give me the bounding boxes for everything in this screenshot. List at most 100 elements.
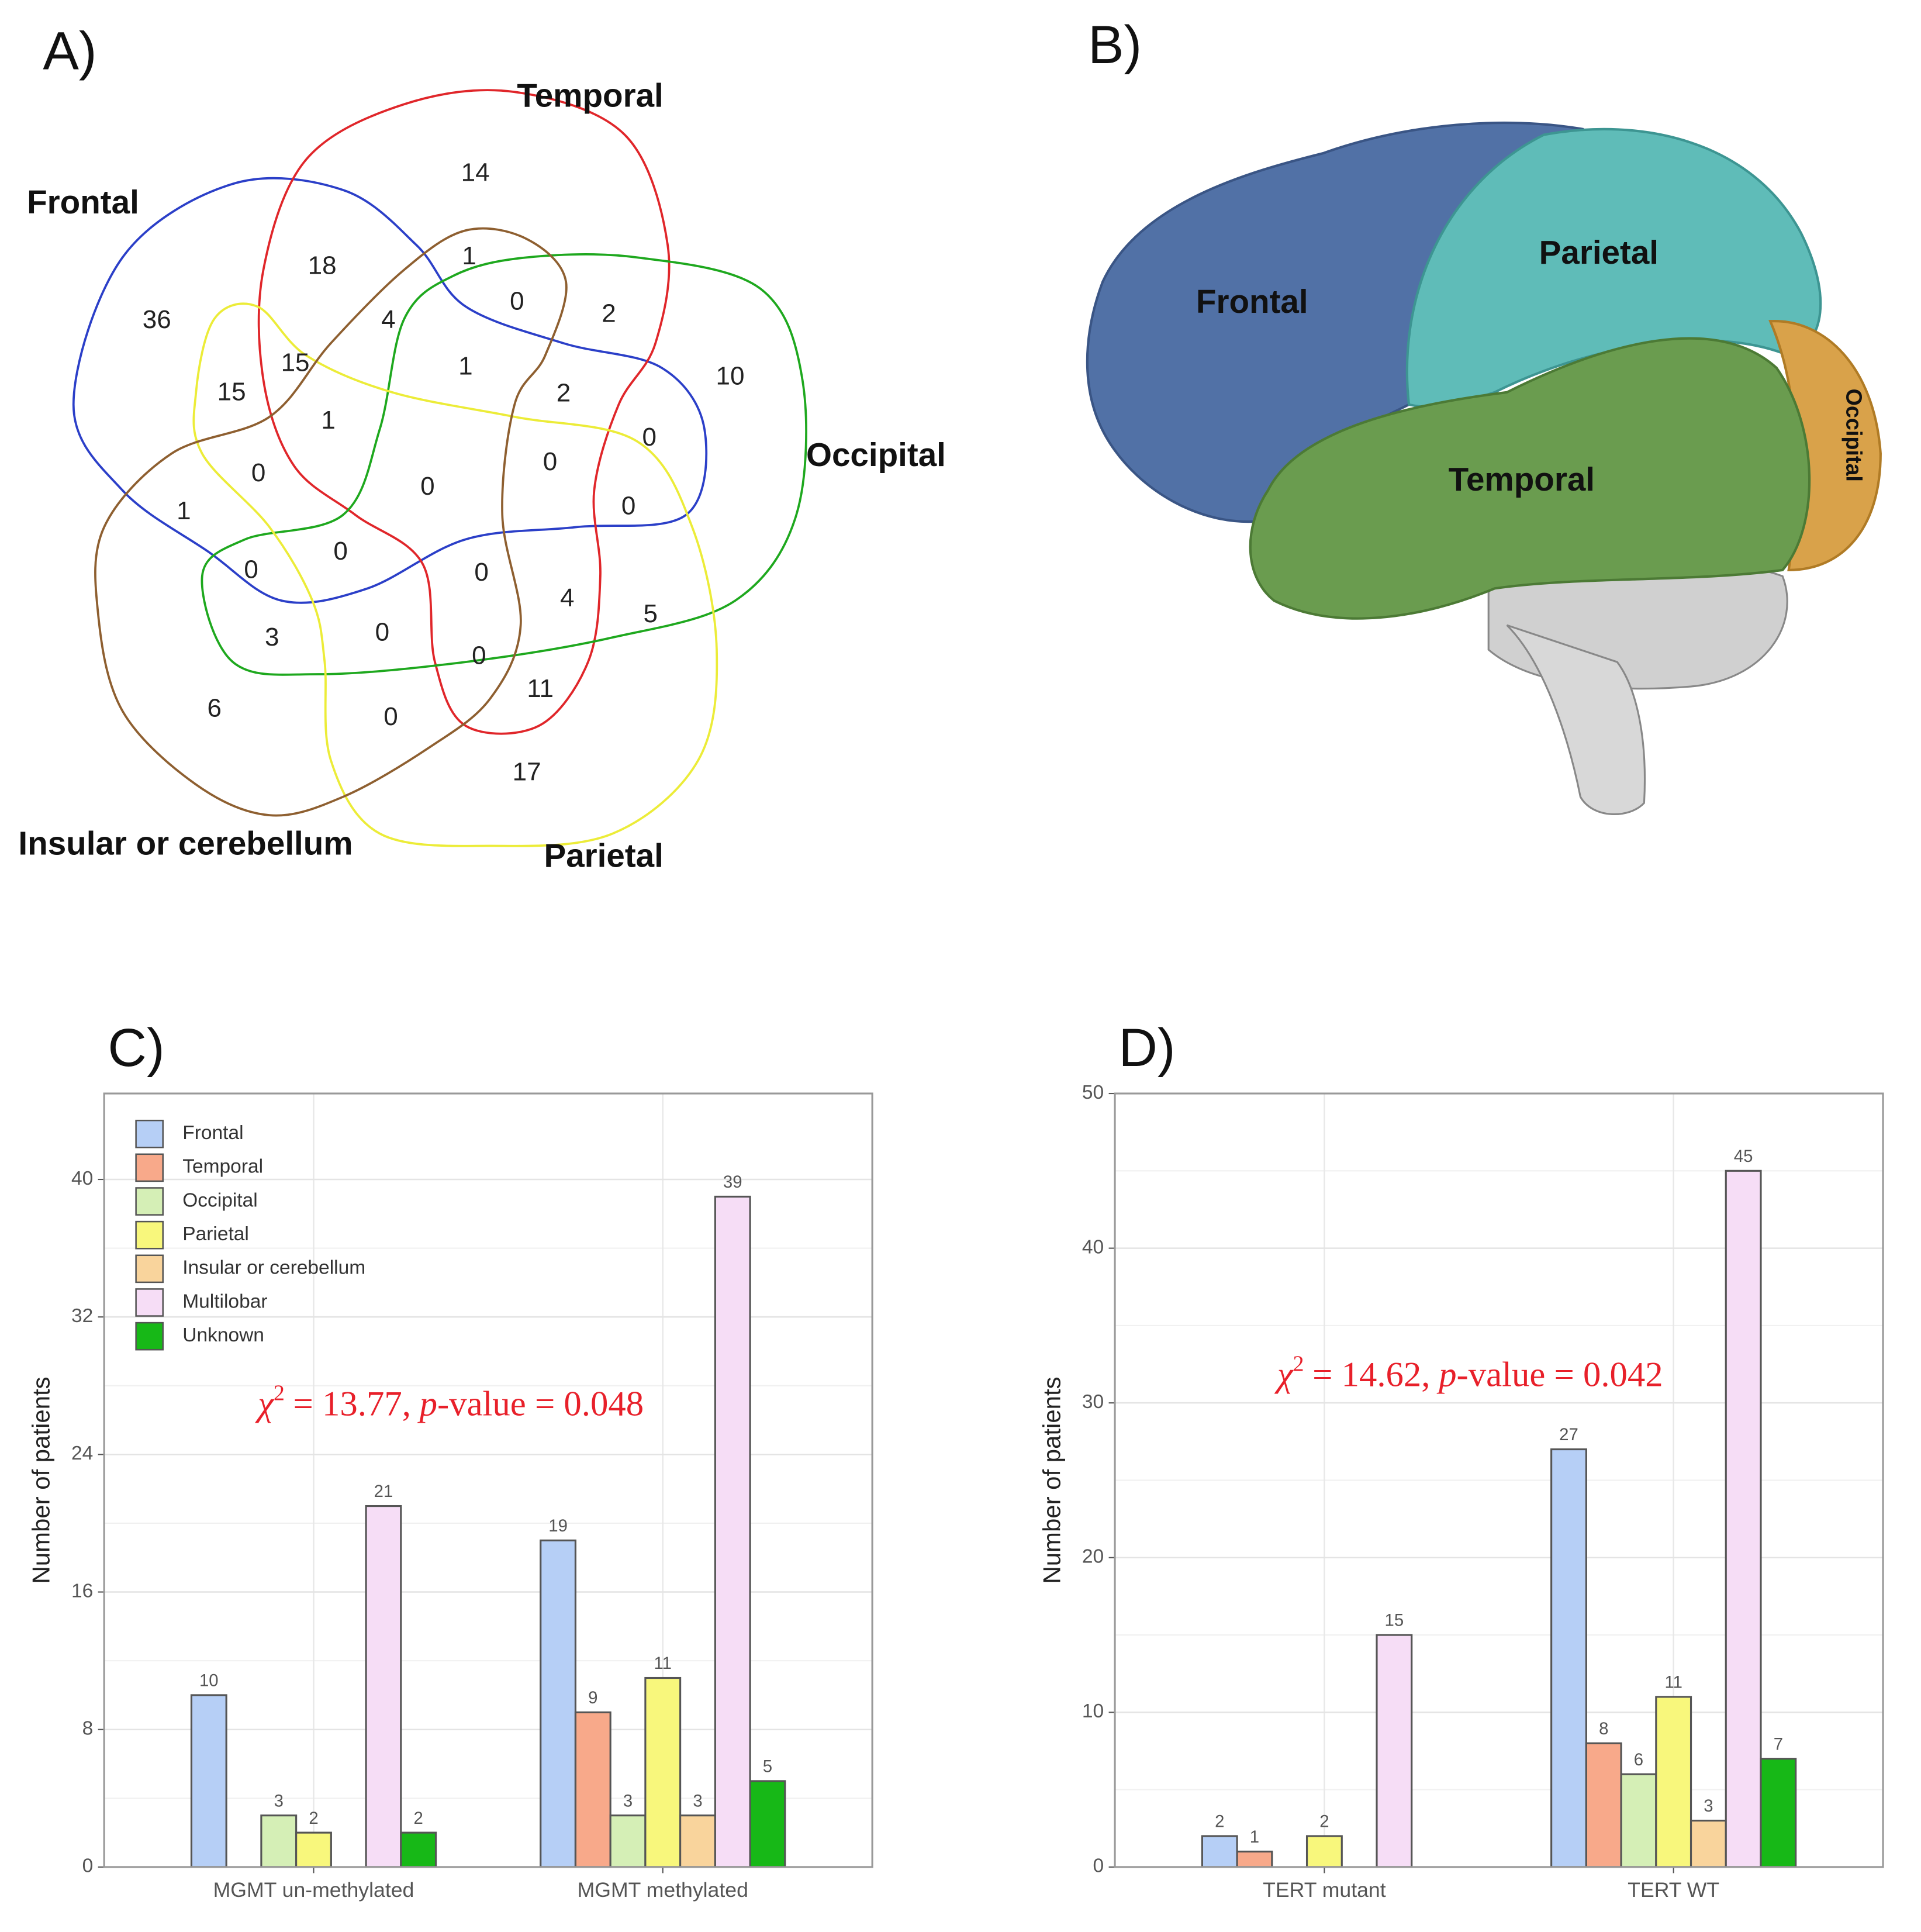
region-count: 2 [557,379,571,408]
legend-label: Frontal [182,1122,243,1144]
region-count: 3 [265,623,279,651]
annotation-part: χ [255,1385,274,1424]
plot-frame [103,1092,873,1868]
panel-label: C) [108,1017,164,1078]
value-label: 27 [1559,1425,1578,1444]
value-label: 7 [1774,1734,1783,1754]
y-tick-label: 40 [71,1168,93,1189]
lobe-label: Frontal [1196,283,1308,320]
region-count: 0 [543,447,557,476]
region-count: 11 [527,674,554,703]
y-tick-label: 20 [1082,1546,1104,1568]
bar [1655,1696,1692,1868]
set-outline [201,253,807,676]
region-count: 2 [602,299,616,327]
lobe-label: Parietal [1539,234,1659,271]
region-count: 1 [462,242,476,270]
bar [1620,1773,1657,1868]
region-count: 0 [510,287,524,315]
bar [574,1711,611,1868]
region-count: 0 [251,458,265,487]
region-count: 1 [458,352,472,381]
panel-label: B) [1088,15,1142,75]
legend-label: Occipital [182,1189,257,1211]
region-count: 14 [461,158,490,187]
panel-label: A) [43,21,96,81]
bar [260,1814,298,1868]
bar [609,1814,647,1868]
set-outline [94,227,568,817]
bar [1585,1742,1622,1868]
y-tick-label: 8 [82,1718,94,1740]
value-label: 8 [1599,1719,1608,1738]
y-tick-label: 10 [1082,1700,1104,1722]
value-label: 45 [1734,1147,1753,1166]
legend-swatch [135,1153,164,1182]
legend-swatch [135,1119,164,1148]
bar [365,1505,402,1868]
region-count: 0 [474,558,488,586]
region-count: 0 [420,472,434,501]
region-count: 10 [716,361,745,390]
temporal-lobe [1249,337,1811,620]
value-label: 2 [309,1809,318,1828]
value-label: 6 [1634,1750,1643,1769]
value-label: 19 [548,1516,568,1536]
y-tick-label: 50 [1082,1082,1104,1103]
brain-stem [1506,624,1646,815]
region-count: 18 [308,251,337,280]
value-label: 10 [199,1671,219,1690]
value-label: 2 [1319,1812,1329,1831]
set-outline [192,302,718,847]
region-count: 6 [208,694,222,722]
annotation-part: 2 [274,1381,285,1405]
value-label: 3 [274,1791,284,1810]
region-count: 4 [381,305,395,334]
plot-frame [1114,1092,1884,1868]
value-label: 11 [654,1654,672,1673]
legend-swatch [135,1187,164,1216]
legend-label: Unknown [182,1324,264,1346]
bar [644,1676,682,1868]
annotation: χ2 = 13.77, p-value = 0.048 [255,1381,644,1423]
bar [1550,1448,1587,1868]
bar [1725,1169,1762,1868]
set-label: Frontal [27,184,139,220]
annotation-part: = 14.62, [1312,1355,1430,1394]
y-tick-label: 0 [82,1855,94,1877]
annotation-part: p [1436,1355,1456,1394]
bar [190,1694,227,1868]
lobe-label: Temporal [1449,461,1595,498]
bar [540,1539,577,1868]
bar [679,1814,716,1868]
region-count: 1 [321,406,335,434]
legend-swatch [135,1322,164,1351]
bar [295,1831,332,1868]
legend-swatch [135,1220,164,1250]
annotation-part: χ [1274,1355,1294,1394]
legend-label: Insular or cerebellum [182,1257,365,1279]
region-count: 15 [281,348,310,377]
region-count: 4 [560,584,574,612]
value-label: 3 [693,1791,702,1810]
legend-label: Temporal [182,1156,263,1178]
legend-label: Parietal [182,1223,249,1245]
bar [714,1195,751,1868]
value-label: 5 [763,1757,772,1776]
region-count: 0 [472,641,486,670]
set-outline [72,177,708,604]
bar [1760,1758,1797,1868]
y-tick-label: 24 [71,1443,93,1464]
legend-swatch [135,1288,164,1317]
set-label: Insular or cerebellum [18,824,353,861]
annotation-part: p [417,1385,437,1424]
value-label: 3 [623,1791,633,1810]
y-axis-title: Number of patients [1038,1376,1065,1583]
value-label: 3 [1704,1796,1713,1816]
annotation-part: = 13.77, [293,1385,411,1424]
set-outline [257,89,671,735]
y-tick-label: 30 [1082,1391,1104,1413]
value-label: 2 [1215,1812,1224,1831]
